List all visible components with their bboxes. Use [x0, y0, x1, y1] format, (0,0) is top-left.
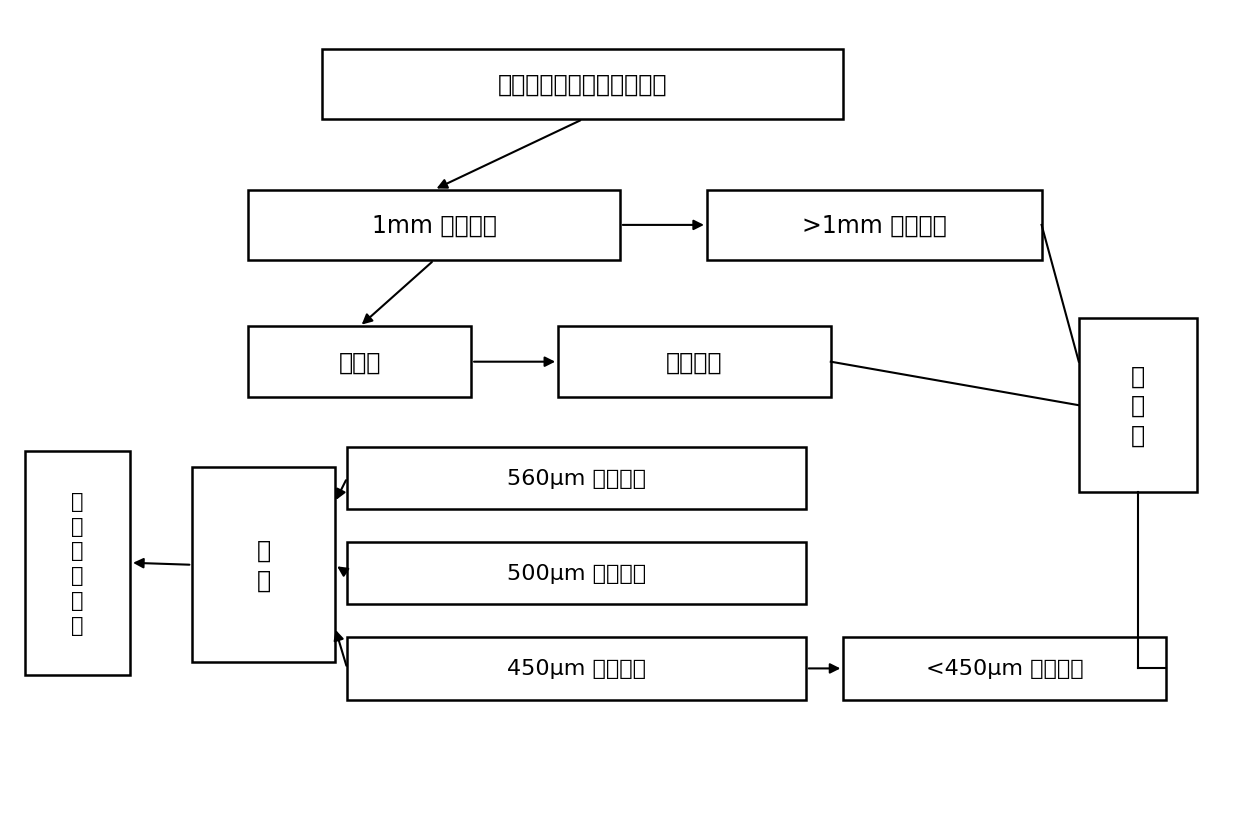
- Bar: [322, 50, 843, 120]
- Bar: [558, 327, 831, 397]
- Text: 指
标
合
格
颗
粒: 指 标 合 格 颗 粒: [71, 491, 84, 635]
- Text: 振选机: 振选机: [339, 350, 381, 374]
- Text: 560μm 标准筛选: 560μm 标准筛选: [507, 468, 646, 489]
- Text: 畸形颗粒: 畸形颗粒: [666, 350, 723, 374]
- Bar: [248, 327, 471, 397]
- Bar: [192, 468, 335, 662]
- Text: 450μm 标准筛选: 450μm 标准筛选: [507, 658, 646, 679]
- Text: <450μm 的废颗粒: <450μm 的废颗粒: [925, 658, 1084, 679]
- Text: 1mm 标准筛选: 1mm 标准筛选: [372, 214, 496, 238]
- Bar: [707, 190, 1042, 261]
- Bar: [843, 638, 1166, 700]
- Bar: [248, 190, 620, 261]
- Bar: [347, 638, 806, 700]
- Bar: [1079, 319, 1197, 493]
- Text: >1mm 的废颗粒: >1mm 的废颗粒: [802, 214, 946, 238]
- Bar: [347, 447, 806, 509]
- Text: 500μm 标准筛选: 500μm 标准筛选: [507, 563, 646, 584]
- Text: 废
颗
粒: 废 颗 粒: [1131, 364, 1145, 447]
- Text: 混
料: 混 料: [257, 538, 270, 592]
- Bar: [347, 542, 806, 604]
- Bar: [25, 451, 130, 675]
- Text: 烧结后的二氧化铀核芯颗粒: 烧结后的二氧化铀核芯颗粒: [498, 73, 667, 97]
